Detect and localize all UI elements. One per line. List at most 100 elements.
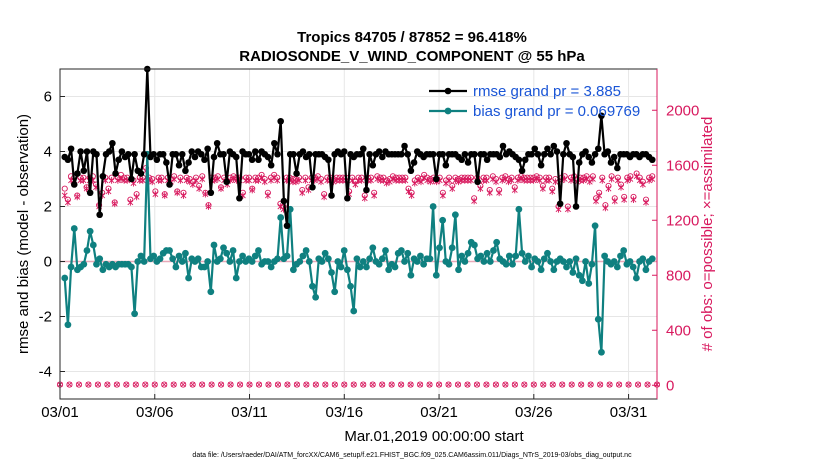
rmse-point xyxy=(379,153,386,161)
bias-point xyxy=(169,255,177,263)
bias-point xyxy=(477,252,485,260)
bias-point xyxy=(216,255,224,263)
y-axis-label-left: rmse and bias (model - observation) xyxy=(15,114,32,354)
low-obs-assimilated-marker xyxy=(408,381,414,388)
low-obs-assimilated-marker xyxy=(455,381,461,388)
x-ticks: 03/01 03/06 03/11 03/16 03/21 03/26 03/31 xyxy=(41,394,647,421)
assimilated-obs-marker xyxy=(183,176,190,184)
low-obs-possible-marker xyxy=(180,381,187,388)
assimilated-obs-marker xyxy=(114,176,121,184)
bias-point xyxy=(131,310,139,318)
low-obs-assimilated-marker xyxy=(227,381,234,388)
rmse-point xyxy=(153,156,161,164)
low-obs-assimilated-marker xyxy=(493,381,499,388)
low-obs-possible-marker xyxy=(492,381,499,388)
x-tick-label: 03/11 xyxy=(231,404,267,421)
assimilated-obs-marker xyxy=(589,175,596,183)
assimilated-obs-marker xyxy=(258,174,265,182)
low-obs-possible-marker xyxy=(199,381,206,388)
rmse-point xyxy=(544,145,551,153)
low-obs-possible-marker xyxy=(312,381,319,388)
bias-point xyxy=(331,288,339,296)
y-tick-label-right: 2000 xyxy=(666,102,699,119)
x-tick-label: 03/01 xyxy=(41,404,79,421)
low-obs-assimilated-marker xyxy=(142,381,148,388)
bias-point xyxy=(429,203,437,210)
low-obs-assimilated-marker xyxy=(464,381,471,388)
bias-point xyxy=(156,255,164,263)
low-obs-possible-marker xyxy=(208,381,215,388)
low-obs-possible-marker xyxy=(511,381,518,388)
rmse-point xyxy=(531,145,539,153)
rmse-point xyxy=(598,112,605,120)
bias-point xyxy=(404,249,412,257)
x-tick-label: 03/06 xyxy=(136,404,174,421)
rmse-point xyxy=(614,164,621,172)
assimilated-obs-marker xyxy=(539,185,546,193)
bias-point xyxy=(223,249,231,257)
bias-point xyxy=(401,258,408,265)
low-obs-assimilated-marker xyxy=(559,381,565,388)
assimilated-obs-marker xyxy=(599,176,606,184)
assimilated-obs-marker xyxy=(127,198,134,206)
low-obs-assimilated-marker xyxy=(294,381,300,388)
assimilated-obs-marker xyxy=(61,192,68,199)
bias-point xyxy=(598,348,605,356)
assimilated-obs-marker xyxy=(296,176,303,184)
low-obs-possible-marker xyxy=(578,381,585,388)
bias-point xyxy=(299,252,307,260)
rmse-point xyxy=(140,150,148,158)
bias-point xyxy=(283,252,291,260)
low-obs-possible-marker xyxy=(227,381,234,388)
bias-point xyxy=(490,247,497,254)
low-obs-possible-marker xyxy=(189,381,196,388)
low-obs-possible-marker xyxy=(568,381,575,388)
bias-point xyxy=(89,241,97,249)
low-obs-possible-marker xyxy=(388,381,395,388)
bias-point xyxy=(569,269,577,276)
rmse-point xyxy=(610,153,618,161)
low-obs-possible-marker xyxy=(331,381,338,388)
low-obs-assimilated-marker xyxy=(256,381,262,388)
rmse-point xyxy=(537,161,545,169)
legend-rmse-marker xyxy=(444,87,452,95)
low-obs-assimilated-marker xyxy=(644,381,651,388)
bias-point xyxy=(363,263,370,271)
assimilated-obs-marker xyxy=(105,187,112,195)
assimilated-obs-marker xyxy=(483,176,490,184)
assimilated-obs-marker xyxy=(193,176,199,184)
bias-point xyxy=(207,288,215,296)
low-obs-assimilated-marker xyxy=(474,381,480,388)
rmse-point xyxy=(553,148,561,155)
rmse-point xyxy=(131,150,138,158)
assimilated-obs-marker xyxy=(293,178,299,186)
assimilated-obs-marker xyxy=(533,175,540,183)
rmse-point xyxy=(109,139,116,147)
rmse-point xyxy=(299,148,307,155)
assimilated-obs-marker xyxy=(383,179,390,187)
bias-point xyxy=(96,255,104,263)
assimilated-obs-marker xyxy=(536,176,543,184)
bias-point xyxy=(86,227,94,235)
bias-point xyxy=(264,258,272,265)
y-tick-label-right: 0 xyxy=(666,377,674,394)
assimilated-obs-marker xyxy=(264,192,271,199)
bias-point xyxy=(366,255,374,263)
rmse-point xyxy=(474,178,481,186)
assimilated-obs-marker xyxy=(499,176,506,184)
assimilated-obs-marker xyxy=(161,192,168,199)
low-obs-possible-marker xyxy=(123,381,130,388)
low-obs-assimilated-marker xyxy=(445,381,452,388)
assimilated-obs-marker xyxy=(199,175,206,183)
assimilated-obs-marker xyxy=(218,185,224,193)
bias-point xyxy=(391,263,399,271)
assimilated-obs-marker xyxy=(449,185,456,193)
legend-bias-label: bias grand pr = 0.069769 xyxy=(473,103,640,120)
bias-point xyxy=(518,249,526,257)
rmse-point xyxy=(248,156,256,164)
rmse-point xyxy=(124,150,132,158)
assimilated-obs-marker xyxy=(368,176,374,184)
assimilated-obs-marker xyxy=(580,176,587,184)
low-obs-possible-marker xyxy=(597,381,604,388)
